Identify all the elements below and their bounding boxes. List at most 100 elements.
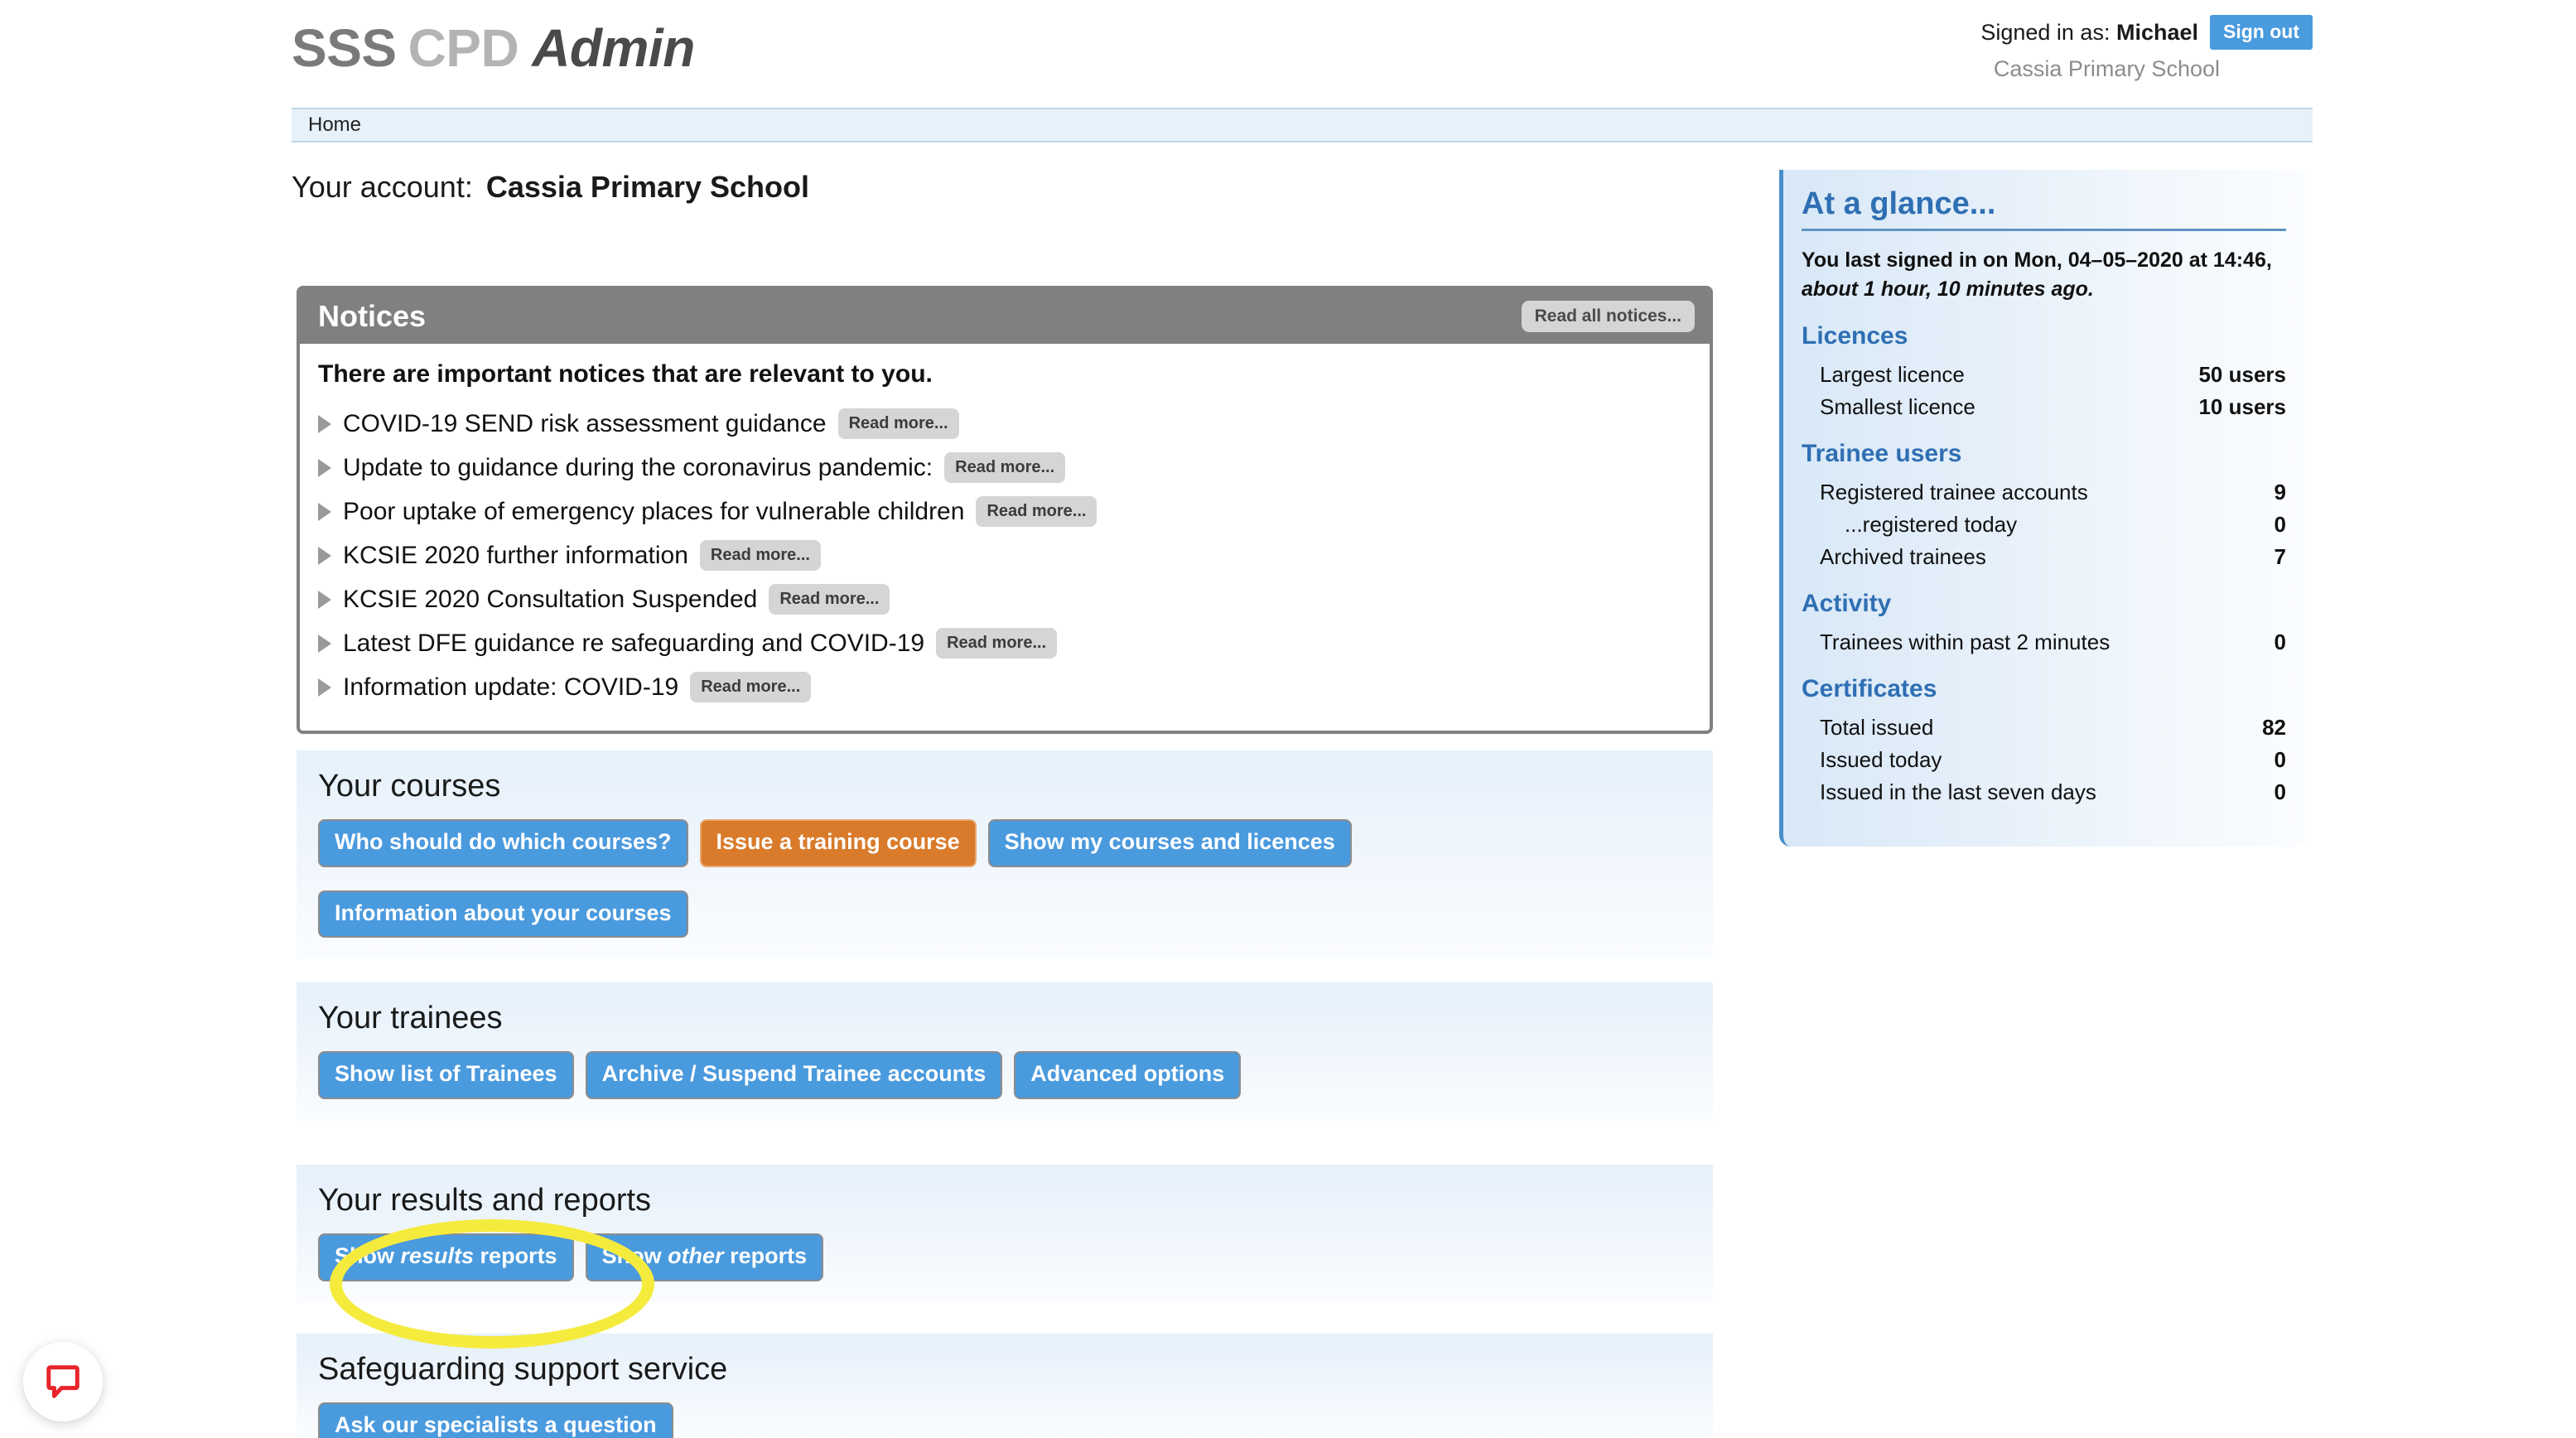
breadcrumb-item-home[interactable]: Home xyxy=(308,113,362,136)
glance-stat-label: Archived trainees xyxy=(1820,544,1986,569)
section-title-safeguarding: Safeguarding support service xyxy=(318,1352,728,1387)
notice-row: Information update: COVID-19 Read more... xyxy=(318,665,1691,709)
notice-title: COVID-19 SEND risk assessment guidance xyxy=(343,409,827,437)
read-more-button[interactable]: Read more... xyxy=(936,628,1058,659)
notice-title: KCSIE 2020 further information xyxy=(343,541,688,569)
glance-stat-label: Issued today xyxy=(1820,747,1942,772)
triangle-bullet-icon xyxy=(318,634,331,653)
glance-stat-row: Total issued 82 xyxy=(1802,712,2286,744)
triangle-bullet-icon xyxy=(318,546,331,565)
glance-stat-row: ...registered today 0 xyxy=(1802,509,2286,541)
glance-stat-label: Trainees within past 2 minutes xyxy=(1820,630,2110,654)
sign-out-button[interactable]: Sign out xyxy=(2210,15,2313,51)
courses-button-1[interactable]: Issue a training course xyxy=(699,819,977,867)
signed-in-username: Michael xyxy=(2115,19,2199,45)
glance-stat-row: Archived trainees 7 xyxy=(1802,541,2286,573)
notice-title: Update to guidance during the coronaviru… xyxy=(343,453,933,481)
notices-list: COVID-19 SEND risk assessment guidance Re… xyxy=(318,402,1691,709)
notices-body: There are important notices that are rel… xyxy=(300,344,1710,731)
account-line: Your account: Cassia Primary School xyxy=(292,170,809,205)
header-organisation-name: Cassia Primary School xyxy=(1993,56,2220,82)
read-more-button[interactable]: Read more... xyxy=(837,408,959,439)
logo-part-cpd: CPD xyxy=(408,18,519,78)
read-more-button[interactable]: Read more... xyxy=(769,584,890,615)
last-signin-relative: about 1 hour, 10 minutes ago. xyxy=(1802,277,2094,301)
courses-button-3[interactable]: Information about your courses xyxy=(318,890,688,939)
triangle-bullet-icon xyxy=(318,458,331,477)
page-header: SSS CPD Admin Signed in as: Michael Sign o… xyxy=(292,0,2313,108)
signin-row: Signed in as: Michael Sign out xyxy=(1980,15,2313,51)
safeguarding-button-0[interactable]: Ask our specialists a question xyxy=(318,1402,673,1438)
button-label-emphasis: other xyxy=(668,1243,724,1268)
glance-stat-label: Total issued xyxy=(1820,715,1934,740)
logo-part-admin: Admin xyxy=(532,18,695,78)
glance-stat-row: Registered trainee accounts 9 xyxy=(1802,476,2286,509)
glance-stat-row: Largest licence 50 users xyxy=(1802,359,2286,391)
notices-title: Notices xyxy=(318,299,427,333)
glance-stat-value: 50 users xyxy=(2198,362,2286,387)
courses-button-row: Who should do which courses? Issue a trai… xyxy=(318,819,1691,939)
glance-stat-label: Largest licence xyxy=(1820,362,1965,387)
glance-stat-row: Issued today 0 xyxy=(1802,744,2286,776)
signed-in-as-text: Signed in as: Michael xyxy=(1980,20,2198,46)
read-more-button[interactable]: Read more... xyxy=(690,672,812,702)
glance-stat-row: Issued in the last seven days 0 xyxy=(1802,776,2286,808)
safeguarding-button-row: Ask our specialists a question xyxy=(318,1402,1691,1438)
account-label: Your account: xyxy=(292,170,473,204)
button-label-emphasis: results xyxy=(400,1243,475,1268)
glance-group-heading: Trainee users xyxy=(1802,440,1962,467)
button-label-pre: Show xyxy=(601,1243,668,1268)
glance-group-rows: Total issued 82 Issued today 0 Issued in the… xyxy=(1802,712,2286,808)
notice-title: Latest DFE guidance re safeguarding and … xyxy=(343,629,925,657)
notice-row: Poor uptake of emergency places for vuln… xyxy=(318,490,1691,533)
at-a-glance-panel: At a glance... You last signed in on Mon… xyxy=(1779,170,2306,847)
read-more-button[interactable]: Read more... xyxy=(976,496,1097,527)
glance-stat-value: 0 xyxy=(2274,747,2286,772)
read-more-button[interactable]: Read more... xyxy=(944,452,1066,483)
triangle-bullet-icon xyxy=(318,678,331,697)
glance-group-rows: Largest licence 50 users Smallest licence 1… xyxy=(1802,359,2286,423)
logo-part-sss: SSS xyxy=(292,18,397,78)
glance-stat-label: Registered trainee accounts xyxy=(1820,480,2088,504)
notice-row: KCSIE 2020 Consultation Suspended Read mo… xyxy=(318,577,1691,621)
section-title-courses: Your courses xyxy=(318,769,501,803)
triangle-bullet-icon xyxy=(318,502,331,521)
reports-button-0[interactable]: Show results reports xyxy=(318,1233,574,1281)
glance-stat-row: Smallest licence 10 users xyxy=(1802,391,2286,423)
signin-block: Signed in as: Michael Sign out Cassia Pr… xyxy=(1980,15,2313,82)
glance-group-rows: Registered trainee accounts 9 ...registere… xyxy=(1802,476,2286,573)
glance-group-rows: Trainees within past 2 minutes 0 xyxy=(1802,626,2286,659)
section-safeguarding-support: Safeguarding support service Ask our spe… xyxy=(297,1334,1713,1438)
glance-stat-row: Trainees within past 2 minutes 0 xyxy=(1802,626,2286,659)
at-a-glance-groups: Licences Largest licence 50 users Smallest … xyxy=(1802,322,2286,808)
notices-header: Notices Read all notices... xyxy=(300,289,1710,344)
read-more-button[interactable]: Read more... xyxy=(699,540,821,571)
section-title-trainees: Your trainees xyxy=(318,1001,503,1035)
section-results-and-reports: Your results and reports Show results re… xyxy=(297,1165,1713,1303)
notice-row: COVID-19 SEND risk assessment guidance Re… xyxy=(318,402,1691,446)
trainees-button-1[interactable]: Archive / Suspend Trainee accounts xyxy=(585,1051,1003,1099)
trainees-button-0[interactable]: Show list of Trainees xyxy=(318,1051,574,1099)
glance-stat-label: Smallest licence xyxy=(1820,394,1975,419)
glance-stat-value: 10 users xyxy=(2198,394,2286,419)
reports-button-1[interactable]: Show other reports xyxy=(585,1233,824,1281)
glance-stat-label: ...registered today xyxy=(1845,512,2018,537)
glance-group-heading: Certificates xyxy=(1802,675,1937,702)
signed-in-prefix: Signed in as: xyxy=(1980,19,2110,45)
notice-row: Update to guidance during the coronaviru… xyxy=(318,446,1691,490)
notice-title: Information update: COVID-19 xyxy=(343,673,679,701)
courses-button-2[interactable]: Show my courses and licences xyxy=(987,819,1352,867)
courses-button-0[interactable]: Who should do which courses? xyxy=(318,819,688,867)
button-label-pre: Show xyxy=(335,1243,401,1268)
last-signin-bold: You last signed in on Mon, 04–05–2020 at… xyxy=(1802,249,2272,272)
read-all-notices-button[interactable]: Read all notices... xyxy=(1521,300,1695,333)
notice-row: Latest DFE guidance re safeguarding and … xyxy=(318,621,1691,665)
chat-widget-button[interactable] xyxy=(23,1342,103,1421)
notice-title: Poor uptake of emergency places for vuln… xyxy=(343,497,965,525)
notices-panel: Notices Read all notices... There are im… xyxy=(297,286,1713,734)
glance-stat-value: 0 xyxy=(2274,779,2286,804)
trainees-button-2[interactable]: Advanced options xyxy=(1014,1051,1242,1099)
section-title-reports: Your results and reports xyxy=(318,1183,652,1218)
section-your-trainees: Your trainees Show list of Trainees Archi… xyxy=(297,982,1713,1121)
